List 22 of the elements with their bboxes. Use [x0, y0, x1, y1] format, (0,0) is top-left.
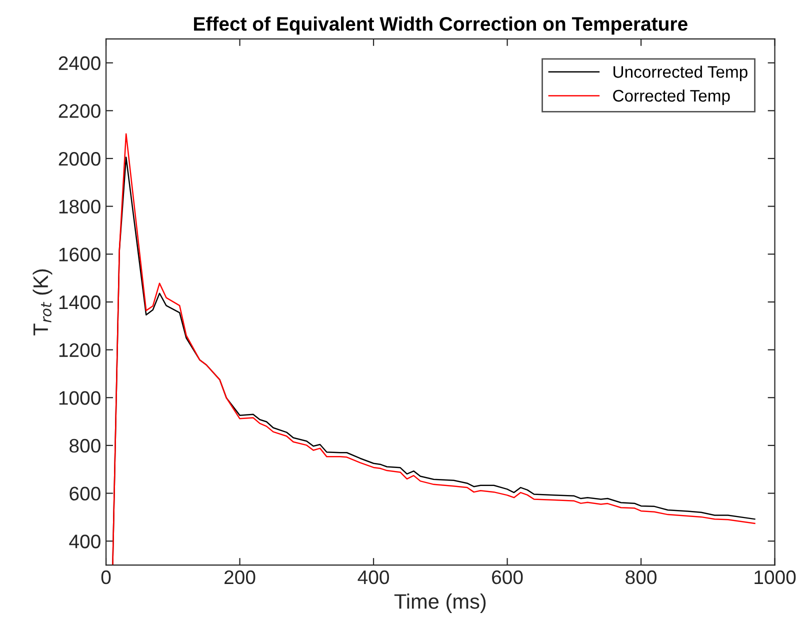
y-tick-label: 1800	[59, 200, 100, 214]
x-tick-label: 600	[492, 570, 523, 584]
legend-label: Corrected Temp	[613, 89, 730, 106]
y-tick-label: 600	[70, 486, 100, 501]
x-axis-title: Time (ms)	[394, 594, 486, 613]
y-tick-label: 800	[70, 438, 100, 453]
x-tick-label: 0	[101, 570, 111, 584]
y-tick-label: 400	[69, 534, 100, 548]
y-axis-title: T$_{rot}$ (K)	[32, 269, 52, 336]
y-tick-label: 1600	[59, 248, 100, 262]
legend-label: Uncorrected Temp	[614, 66, 748, 82]
y-tick-label: 2400	[58, 56, 100, 70]
y-tick-label: 2200	[58, 104, 100, 118]
chart-title: Effect of Equivalent Width Correction on Temperature	[194, 16, 688, 35]
y-tick-label: 1200	[59, 343, 100, 358]
x-tick-label: 200	[224, 570, 256, 584]
x-tick-label: 1000	[754, 570, 796, 584]
y-tick-label: 1000	[59, 391, 100, 405]
y-tick-label: 2000	[58, 152, 100, 166]
x-tick-label: 800	[626, 570, 656, 584]
y-tick-label: 1400	[59, 295, 100, 310]
x-tick-label: 400	[358, 570, 389, 584]
